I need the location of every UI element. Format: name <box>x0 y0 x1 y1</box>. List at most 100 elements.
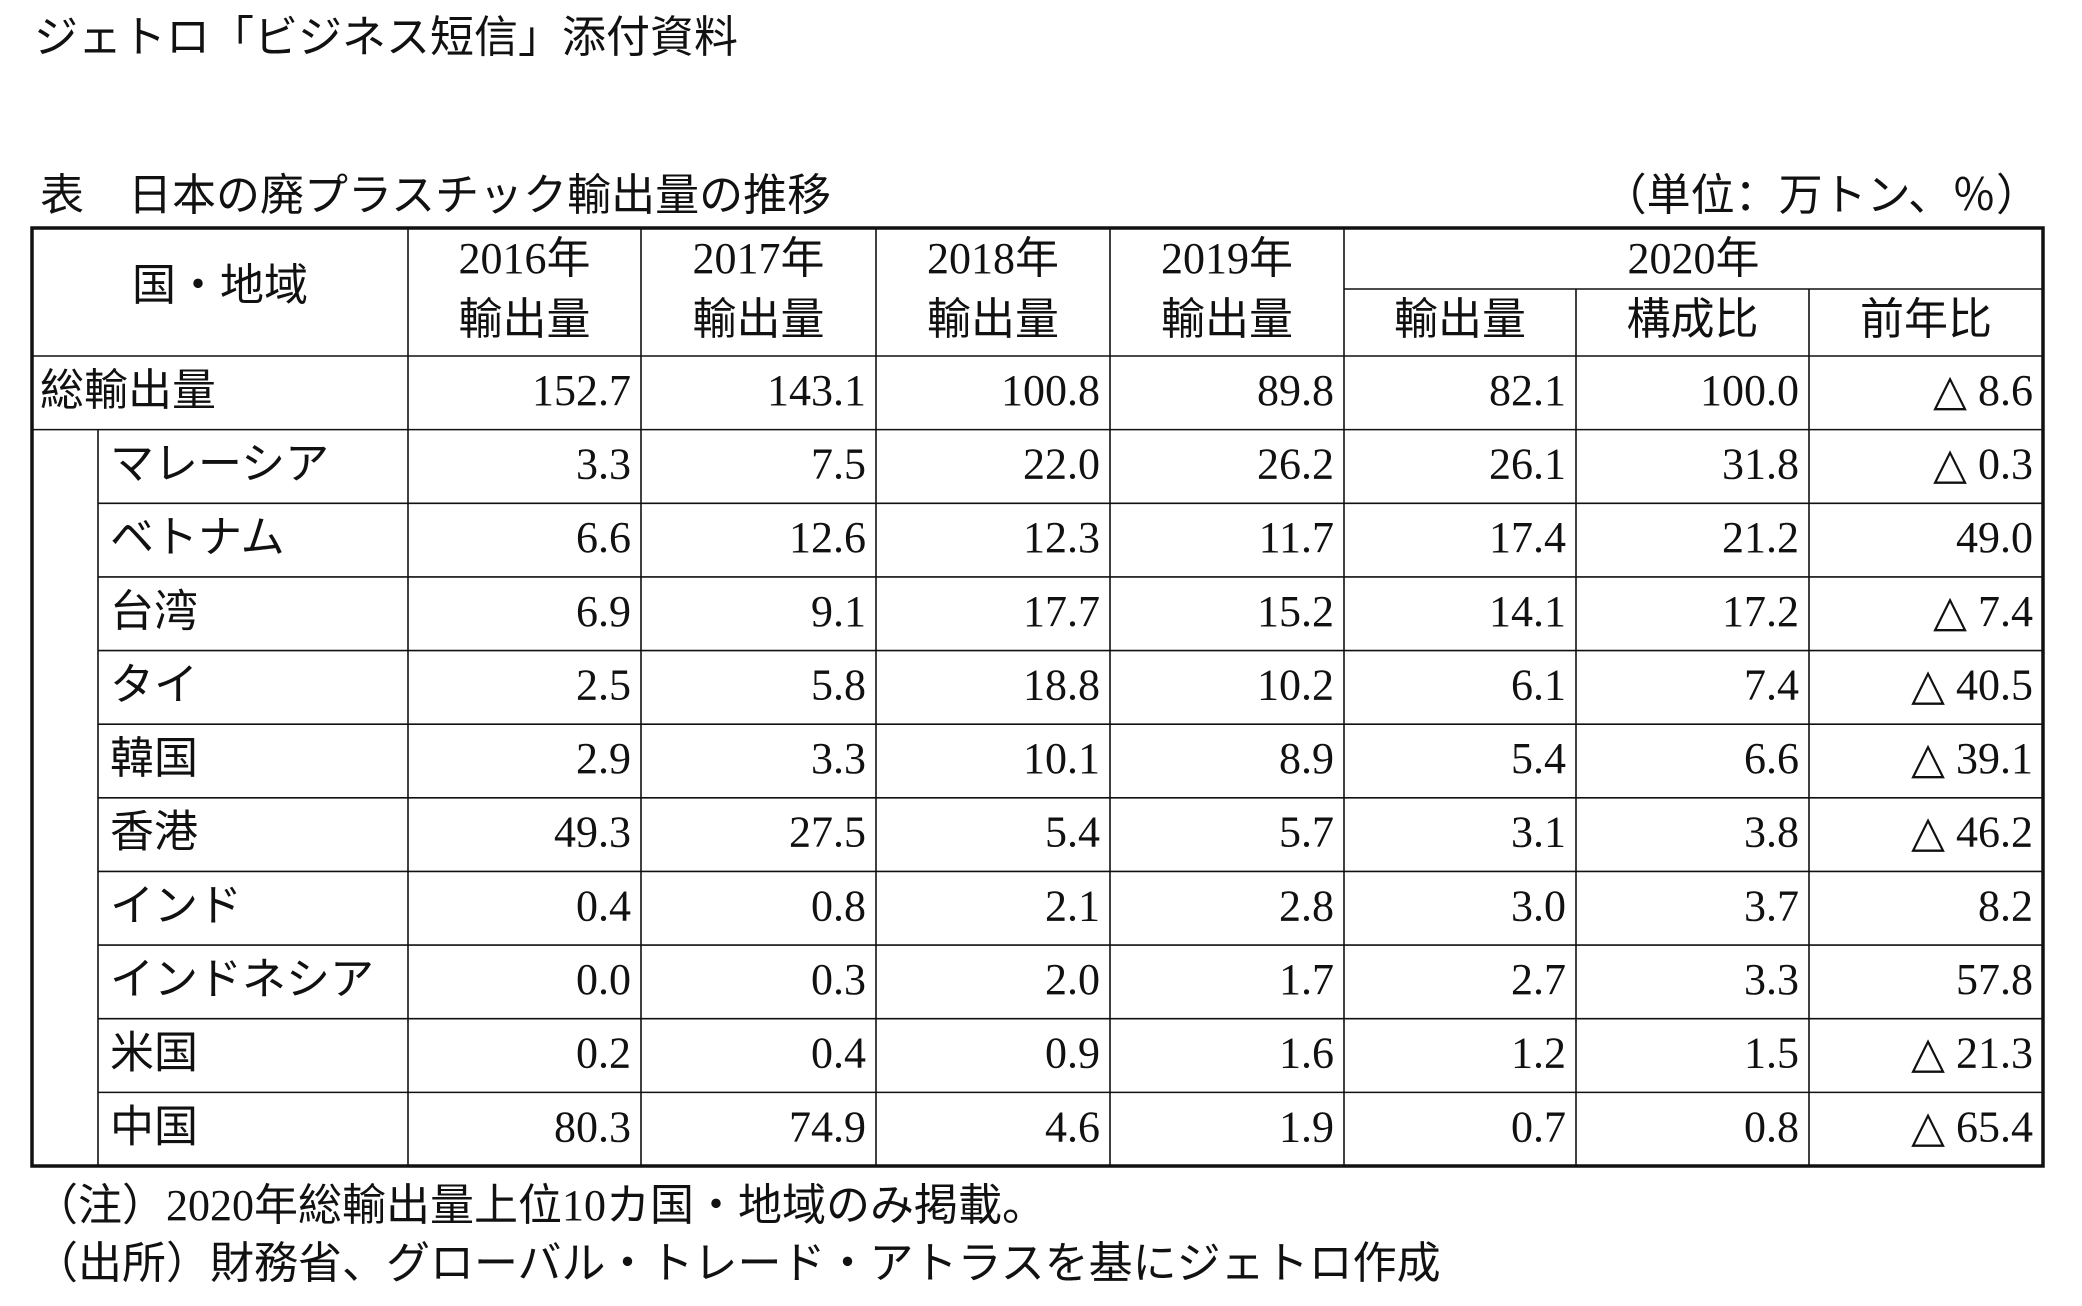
cell-value: 8.2 <box>1978 881 2033 930</box>
cell-value: 12.3 <box>1023 513 1100 562</box>
cell-value: 3.1 <box>1511 808 1566 857</box>
cell-value: 2.8 <box>1279 881 1334 930</box>
cell-value: 152.7 <box>532 366 631 415</box>
year-header: 2018年 <box>927 234 1059 283</box>
column-header: 構成比 <box>1627 295 1759 344</box>
cell-value: 12.6 <box>789 513 866 562</box>
cell-value: 0.7 <box>1511 1102 1566 1151</box>
cell-value: 3.0 <box>1511 881 1566 930</box>
cell-value: 6.1 <box>1511 660 1566 709</box>
cell-value: 6.9 <box>576 587 631 636</box>
cell-value: 18.8 <box>1023 660 1100 709</box>
region-header: 国・地域 <box>132 261 308 310</box>
cell-value: 1.9 <box>1279 1102 1334 1151</box>
row-name: インドネシア <box>110 955 374 1004</box>
cell-value: 0.3 <box>811 955 866 1004</box>
row-name: 香港 <box>110 808 198 857</box>
cell-value: 3.3 <box>811 734 866 783</box>
cell-value: 1.2 <box>1511 1029 1566 1078</box>
cell-value: 0.4 <box>576 881 631 930</box>
cell-value: 7.5 <box>811 440 866 489</box>
cell-value: 7.4 <box>1744 660 1799 709</box>
cell-value: 82.1 <box>1489 366 1566 415</box>
cell-value: 2.0 <box>1045 955 1100 1004</box>
cell-value: 3.3 <box>576 440 631 489</box>
row-name: 中国 <box>110 1102 198 1151</box>
cell-value: 26.2 <box>1257 440 1334 489</box>
cell-value: 17.7 <box>1023 587 1100 636</box>
cell-value: 3.8 <box>1744 808 1799 857</box>
row-name: 韓国 <box>110 734 198 783</box>
cell-value: 100.0 <box>1700 366 1799 415</box>
cell-value: △ 7.4 <box>1933 587 2033 636</box>
cell-value: 5.4 <box>1045 808 1100 857</box>
cell-value: 9.1 <box>811 587 866 636</box>
cell-value: △ 8.6 <box>1933 366 2033 415</box>
cell-value: 1.5 <box>1744 1029 1799 1078</box>
cell-value: △ 39.1 <box>1911 734 2033 783</box>
cell-value: 3.7 <box>1744 881 1799 930</box>
cell-value: 74.9 <box>789 1102 866 1151</box>
cell-value: 10.1 <box>1023 734 1100 783</box>
cell-value: 14.1 <box>1489 587 1566 636</box>
cell-value: 2.9 <box>576 734 631 783</box>
year-header: 2020年 <box>1628 234 1760 283</box>
column-header: 輸出量 <box>459 295 591 344</box>
cell-value: 0.2 <box>576 1029 631 1078</box>
year-header: 2016年 <box>459 234 591 283</box>
cell-value: 89.8 <box>1257 366 1334 415</box>
cell-value: 0.8 <box>811 881 866 930</box>
cell-value: △ 46.2 <box>1911 808 2033 857</box>
row-name: インド <box>110 881 242 930</box>
note: （注）2020年総輸出量上位10カ国・地域のみ掲載。 <box>34 1181 1046 1230</box>
cell-value: 17.4 <box>1489 513 1566 562</box>
cell-value: △ 65.4 <box>1911 1102 2033 1151</box>
cell-value: 1.6 <box>1279 1029 1334 1078</box>
unit-label: （単位：万トン、％） <box>1603 171 2040 220</box>
cell-value: 2.7 <box>1511 955 1566 1004</box>
row-name: マレーシア <box>110 440 329 489</box>
table-border <box>30 226 2045 1168</box>
column-header: 輸出量 <box>1161 295 1293 344</box>
cell-value: 21.2 <box>1722 513 1799 562</box>
year-header: 2017年 <box>693 234 825 283</box>
cell-value: 15.2 <box>1257 587 1334 636</box>
cell-value: 49.0 <box>1956 513 2033 562</box>
column-header: 輸出量 <box>693 295 825 344</box>
column-header: 前年比 <box>1860 295 1992 344</box>
cell-value: △ 21.3 <box>1911 1029 2033 1078</box>
cell-value: 11.7 <box>1259 513 1334 562</box>
cell-value: 2.5 <box>576 660 631 709</box>
cell-value: 10.2 <box>1257 660 1334 709</box>
cell-value: 0.4 <box>811 1029 866 1078</box>
cell-value: 6.6 <box>576 513 631 562</box>
cell-value: 57.8 <box>1956 955 2033 1004</box>
cell-value: 0.0 <box>576 955 631 1004</box>
cell-value: 4.6 <box>1045 1102 1100 1151</box>
cell-value: 17.2 <box>1722 587 1799 636</box>
cell-value: △ 40.5 <box>1911 660 2033 709</box>
cell-value: 5.7 <box>1279 808 1334 857</box>
cell-value: 0.9 <box>1045 1029 1100 1078</box>
cell-value: 80.3 <box>554 1102 631 1151</box>
row-name: 台湾 <box>110 587 198 636</box>
cell-value: 5.8 <box>811 660 866 709</box>
column-header: 輸出量 <box>1394 295 1526 344</box>
doc-title: ジェトロ「ビジネス短信」添付資料 <box>34 13 738 62</box>
row-name: ベトナム <box>110 513 285 562</box>
cell-value: 5.4 <box>1511 734 1566 783</box>
year-header: 2019年 <box>1161 234 1293 283</box>
cell-value: 1.7 <box>1279 955 1334 1004</box>
cell-value: 31.8 <box>1722 440 1799 489</box>
column-header: 輸出量 <box>927 295 1059 344</box>
cell-value: 2.1 <box>1045 881 1100 930</box>
cell-value: 49.3 <box>554 808 631 857</box>
cell-value: 0.8 <box>1744 1102 1799 1151</box>
cell-value: 143.1 <box>767 366 866 415</box>
cell-value: 6.6 <box>1744 734 1799 783</box>
cell-value: 3.3 <box>1744 955 1799 1004</box>
cell-value: 26.1 <box>1489 440 1566 489</box>
source-note: （出所）財務省、グローバル・トレード・アトラスを基にジェトロ作成 <box>34 1239 1441 1288</box>
